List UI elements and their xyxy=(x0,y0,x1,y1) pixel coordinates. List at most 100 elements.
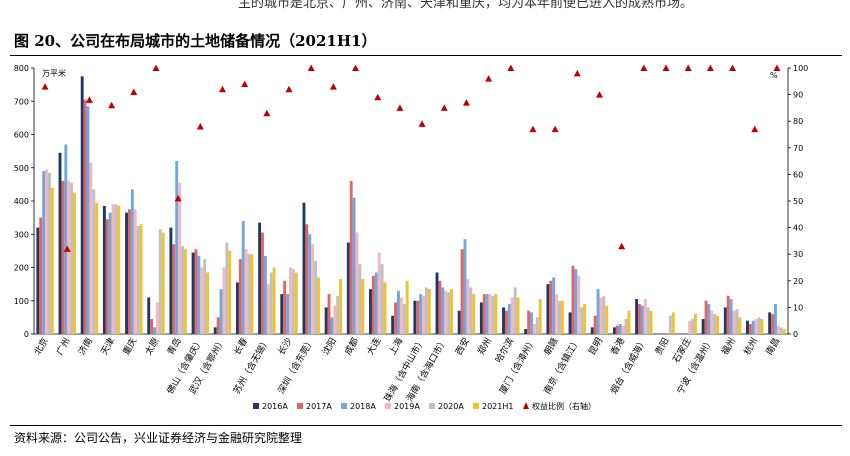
bar-2016A-3 xyxy=(102,205,106,334)
bar-2019A-6 xyxy=(178,182,182,334)
ratio-marker-0 xyxy=(41,83,49,90)
ratio-marker-10 xyxy=(263,109,271,117)
bar-2017A-15 xyxy=(371,275,375,334)
y-tick-label: 800 xyxy=(14,64,29,73)
bar-2019A-5 xyxy=(155,302,159,334)
category-label-11: 长沙 xyxy=(275,336,294,358)
bar-2021H1-21 xyxy=(516,297,520,334)
ratio-marker-24 xyxy=(573,69,581,77)
bar-2020A-20 xyxy=(491,295,495,334)
ratio-marker-30 xyxy=(706,64,714,71)
ratio-marker-1 xyxy=(63,245,71,252)
ratio-marker-23 xyxy=(551,125,559,133)
bar-2018A-5 xyxy=(153,327,156,334)
bar-2016A-30 xyxy=(701,319,705,334)
legend-swatch-2021H1 xyxy=(473,403,479,409)
bar-2018A-13 xyxy=(330,317,334,335)
bar-2016A-20 xyxy=(479,302,483,334)
bar-2016A-31 xyxy=(723,307,727,334)
y2-tick-label: 30 xyxy=(793,250,803,259)
bar-2018A-3 xyxy=(108,212,112,334)
bar-2020A-15 xyxy=(380,264,384,334)
bar-2021H1-19 xyxy=(472,294,476,334)
category-label-17: 珠海（含中山市） xyxy=(381,336,427,404)
bar-2019A-29 xyxy=(688,320,692,334)
bar-2016A-7 xyxy=(191,252,195,334)
y-tick-label: 100 xyxy=(14,297,29,306)
y2-tick-label: 0 xyxy=(793,330,798,339)
bar-2019A-25 xyxy=(599,297,603,334)
bar-2019A-21 xyxy=(510,297,514,334)
category-label-14: 成都 xyxy=(342,336,361,358)
bar-2018A-2 xyxy=(86,106,90,335)
bar-2020A-7 xyxy=(203,259,207,334)
bar-2020A-33 xyxy=(779,327,783,334)
bar-2019A-33 xyxy=(776,325,780,334)
ratio-marker-5 xyxy=(152,64,160,71)
bar-2020A-9 xyxy=(247,254,251,334)
bar-2017A-27 xyxy=(638,304,641,334)
ratio-marker-18 xyxy=(440,104,448,111)
bar-2020A-25 xyxy=(602,295,606,334)
bar-2017A-33 xyxy=(771,314,775,334)
bar-2017A-10 xyxy=(261,232,264,334)
bar-2021H1-15 xyxy=(383,282,387,334)
bar-2018A-31 xyxy=(729,299,733,334)
bar-2021H1-13 xyxy=(339,279,343,334)
bar-2020A-1 xyxy=(70,182,74,334)
bar-2019A-17 xyxy=(422,295,425,334)
bar-2017A-5 xyxy=(150,319,154,334)
ratio-marker-8 xyxy=(219,85,226,93)
bar-2019A-9 xyxy=(244,249,248,334)
ratio-marker-19 xyxy=(462,99,470,106)
bar-2021H1-9 xyxy=(250,254,254,334)
y-tick-label: 300 xyxy=(14,230,29,239)
bar-2019A-0 xyxy=(45,169,48,334)
category-label-15: 大连 xyxy=(364,336,383,358)
y-tick-label: 0 xyxy=(24,330,29,339)
bar-2016A-17 xyxy=(413,300,417,334)
ratio-marker-26 xyxy=(618,242,626,250)
bar-2021H1-3 xyxy=(117,205,121,334)
bar-2017A-17 xyxy=(416,300,420,334)
bar-2019A-7 xyxy=(200,267,204,334)
bar-2018A-4 xyxy=(130,189,134,334)
y2-tick-label: 20 xyxy=(793,277,803,286)
ratio-marker-33 xyxy=(773,64,781,71)
legend-label-ratio: 权益比例（右轴） xyxy=(532,401,596,411)
bar-2019A-2 xyxy=(89,162,93,334)
legend-swatch-2019A xyxy=(385,403,391,409)
bar-2018A-20 xyxy=(485,294,489,334)
bar-2017A-31 xyxy=(726,295,730,334)
bar-2017A-24 xyxy=(571,265,575,334)
bar-2018A-17 xyxy=(419,294,423,334)
category-label-16: 上海 xyxy=(386,336,405,358)
category-label-23: 朝赣 xyxy=(541,336,560,358)
bar-2020A-8 xyxy=(225,242,229,334)
y-tick-label: 600 xyxy=(14,131,29,140)
ratio-marker-31 xyxy=(729,64,737,71)
bar-2016A-32 xyxy=(746,320,749,334)
category-label-13: 沈阳 xyxy=(320,336,339,358)
bar-2016A-9 xyxy=(235,282,239,334)
ratio-marker-4 xyxy=(130,88,138,95)
bar-2018A-8 xyxy=(219,289,223,334)
bar-2017A-8 xyxy=(216,317,220,335)
ratio-marker-11 xyxy=(285,85,293,93)
bar-2021H1-23 xyxy=(560,300,564,334)
bar-2021H1-8 xyxy=(228,250,232,335)
ratio-marker-9 xyxy=(241,80,249,87)
bar-2021H1-26 xyxy=(627,310,631,334)
bar-2020A-13 xyxy=(336,295,340,334)
ratio-marker-6 xyxy=(174,194,182,202)
bar-2017A-7 xyxy=(194,249,198,334)
bar-2021H1-22 xyxy=(538,299,542,334)
bar-2020A-17 xyxy=(424,287,428,334)
bar-2019A-24 xyxy=(577,275,581,334)
bar-2016A-21 xyxy=(502,307,505,334)
ratio-marker-14 xyxy=(352,64,360,71)
bar-2020A-10 xyxy=(269,272,273,334)
bar-2016A-33 xyxy=(768,312,772,334)
bar-2021H1-2 xyxy=(95,202,99,334)
title-rule xyxy=(10,55,842,56)
